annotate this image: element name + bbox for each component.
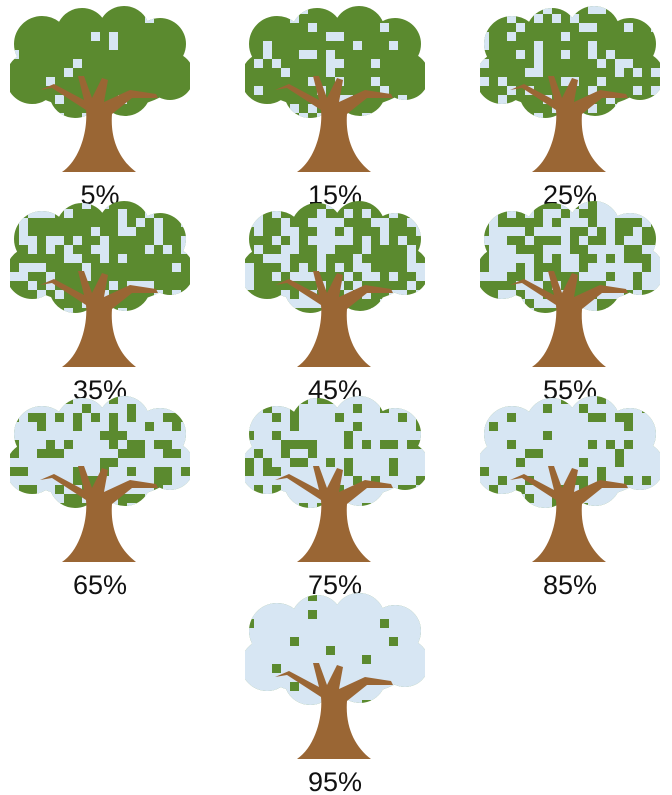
tree: 25% bbox=[480, 0, 660, 210]
tree: 95% bbox=[245, 587, 425, 795]
tree: 5% bbox=[10, 0, 190, 210]
tree: 55% bbox=[480, 195, 660, 405]
defoliation-figure: 5% 15% 25% 35% 45% 55% 65% 75% 85% 95% bbox=[0, 0, 672, 795]
tree: 45% bbox=[245, 195, 425, 405]
tree: 85% bbox=[480, 390, 660, 600]
tree: 75% bbox=[245, 390, 425, 600]
tree: 15% bbox=[245, 0, 425, 210]
percent-label: 65% bbox=[73, 570, 127, 600]
percent-label: 85% bbox=[543, 570, 597, 600]
tree: 35% bbox=[10, 195, 190, 405]
percent-label: 95% bbox=[308, 767, 362, 795]
tree: 65% bbox=[10, 390, 190, 600]
